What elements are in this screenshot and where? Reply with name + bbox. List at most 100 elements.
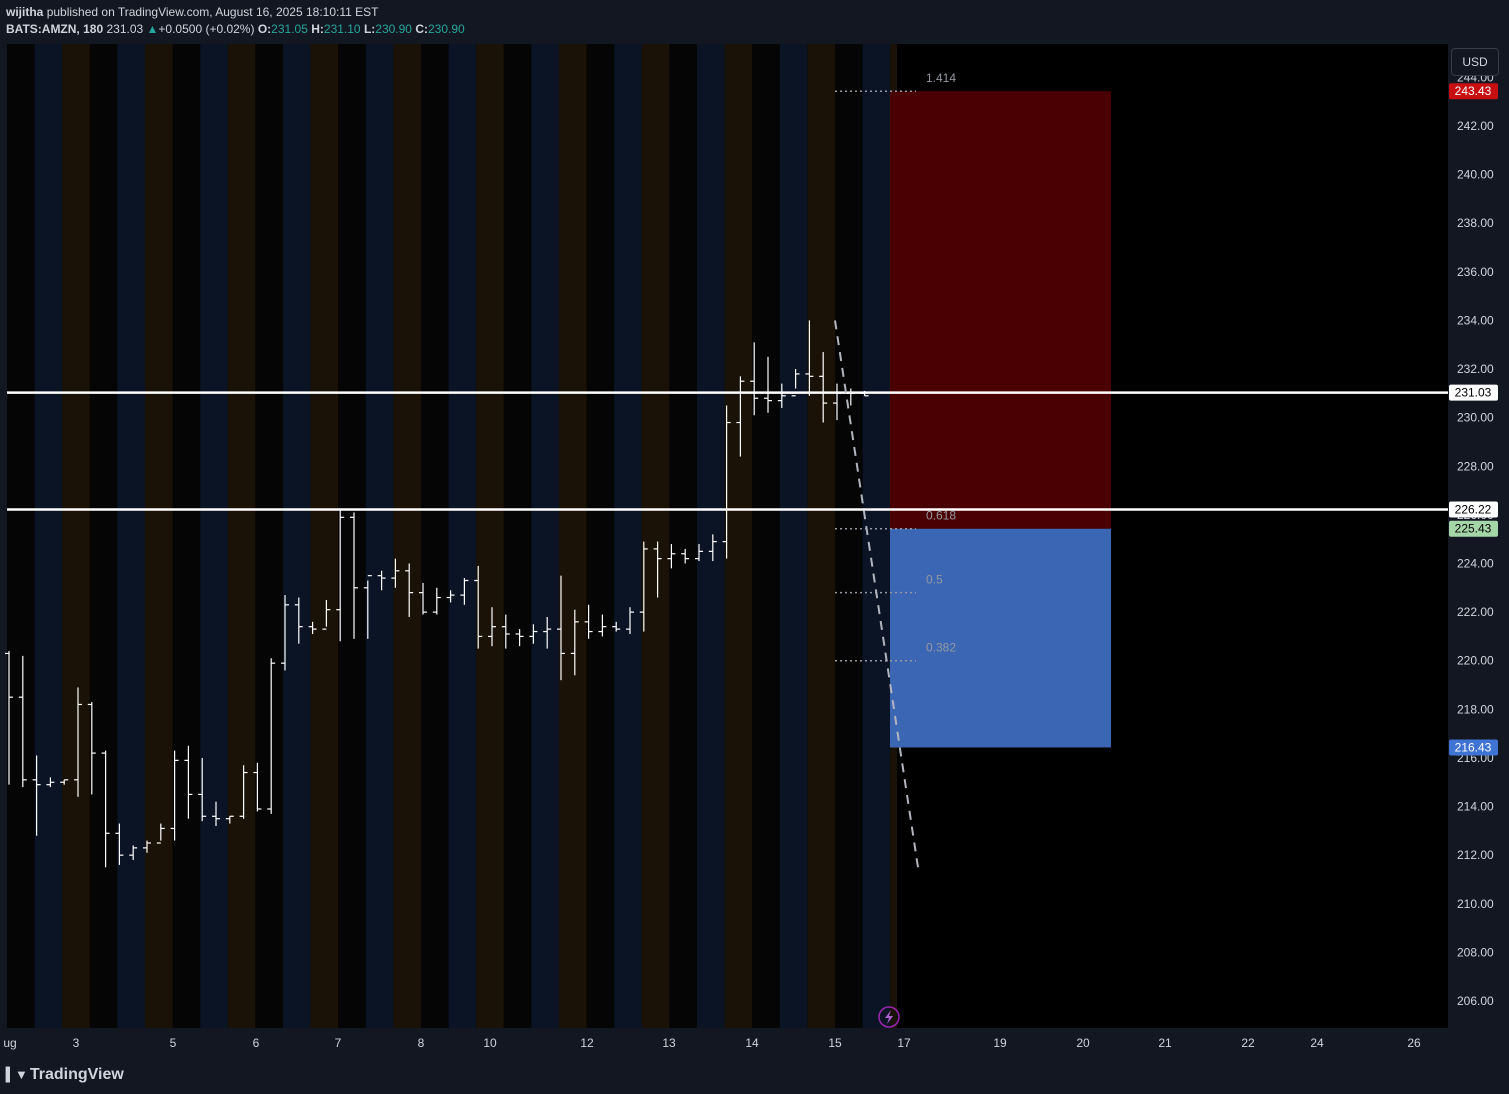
price-tick-label: 236.00 <box>1457 265 1494 279</box>
time-tick-label: 8 <box>418 1036 425 1050</box>
session-band <box>145 44 173 1028</box>
publish-info: wijitha published on TradingView.com, Au… <box>6 5 378 19</box>
stop-loss-zone <box>890 91 1111 529</box>
price-label-entry <box>1449 520 1498 537</box>
session-band <box>7 44 35 1028</box>
price-tick-label: 240.00 <box>1457 168 1494 182</box>
price-tick-label: 228.00 <box>1457 459 1494 473</box>
fib-level-label: 1.414 <box>926 71 956 85</box>
session-band <box>283 44 311 1028</box>
change-value: +0.0500 (+0.02%) <box>158 22 255 36</box>
session-band <box>641 44 670 1028</box>
author-name[interactable]: wijitha <box>6 5 44 19</box>
bolt-icon[interactable] <box>885 1010 893 1024</box>
tradingview-logo[interactable]: ▍▼ TradingView <box>6 1066 124 1084</box>
price-tick-label: 224.00 <box>1457 557 1494 571</box>
time-tick-label: 24 <box>1310 1036 1324 1050</box>
session-band <box>62 44 90 1028</box>
time-tick-label: 5 <box>170 1036 177 1050</box>
close-value: 230.90 <box>427 22 465 36</box>
low-label: L: <box>363 22 376 36</box>
take-profit-zone <box>890 528 1111 748</box>
session-band <box>697 44 725 1028</box>
price-label-target-text: 216.43 <box>1455 740 1492 754</box>
session-band <box>338 44 366 1028</box>
time-tick-label: 15 <box>828 1036 842 1050</box>
session-band <box>89 44 118 1028</box>
session-band <box>310 44 339 1028</box>
price-tick-label: 208.00 <box>1457 945 1494 959</box>
currency-button[interactable]: USD <box>1451 48 1499 76</box>
time-tick-label: 12 <box>580 1036 594 1050</box>
change-arrow-icon: ▲ <box>146 22 159 36</box>
session-band <box>34 44 63 1028</box>
fib-level-label: 0.618 <box>926 509 956 523</box>
publish-date: published on TradingView.com, August 16,… <box>46 5 379 19</box>
session-band <box>200 44 228 1028</box>
session-band <box>724 44 753 1028</box>
price-label-last-text: 231.03 <box>1455 386 1492 400</box>
time-tick-label: 7 <box>335 1036 342 1050</box>
session-band <box>421 44 449 1028</box>
last-price: 231.03 <box>106 22 144 36</box>
price-tick-label: 234.00 <box>1457 313 1494 327</box>
time-tick-label: 10 <box>483 1036 497 1050</box>
session-band <box>227 44 256 1028</box>
high-label: H: <box>311 22 324 36</box>
price-label-level <box>1449 501 1498 518</box>
price-tick-label: 242.00 <box>1457 119 1494 133</box>
time-tick-label: 14 <box>745 1036 759 1050</box>
ohlc-legend: BATS:AMZN, 180 231.03 ▲+0.0500 (+0.02%) … <box>6 22 465 36</box>
replay-bolt-icon[interactable] <box>878 1006 900 1028</box>
session-band <box>835 44 863 1028</box>
price-label-level-text: 226.22 <box>1455 503 1492 517</box>
price-label-entry-text: 225.43 <box>1455 522 1492 536</box>
time-tick-label: 19 <box>993 1036 1007 1050</box>
time-tick-label: 26 <box>1407 1036 1421 1050</box>
price-tick-label: 214.00 <box>1457 800 1494 814</box>
price-tick-label: 222.00 <box>1457 605 1494 619</box>
session-band <box>503 44 532 1028</box>
session-band <box>476 44 504 1028</box>
session-band <box>614 44 642 1028</box>
session-band <box>779 44 808 1028</box>
footer-brand: TradingView <box>29 1066 124 1083</box>
tradingview-logo-icon: ▍▼ <box>6 1067 28 1082</box>
time-tick-label: 13 <box>662 1036 676 1050</box>
price-tick-label: 232.00 <box>1457 362 1494 376</box>
low-value: 230.90 <box>375 22 412 36</box>
price-label-stop <box>1449 83 1498 100</box>
time-tick-label: ug <box>3 1036 16 1050</box>
session-band <box>752 44 780 1028</box>
session-band <box>669 44 697 1028</box>
session-band <box>255 44 283 1028</box>
fib-level-label: 0.382 <box>926 641 956 655</box>
session-band <box>172 44 201 1028</box>
price-tick-label: 238.00 <box>1457 216 1494 230</box>
time-tick-label: 21 <box>1158 1036 1172 1050</box>
open-value: 231.05 <box>271 22 308 36</box>
time-tick-label: 20 <box>1076 1036 1090 1050</box>
price-tick-label: 230.00 <box>1457 411 1494 425</box>
high-value: 231.10 <box>323 22 361 36</box>
time-scale-panel[interactable] <box>0 1028 1509 1094</box>
open-label: O: <box>257 22 272 36</box>
session-band <box>531 44 559 1028</box>
time-tick-label: 17 <box>897 1036 911 1050</box>
time-tick-label: 22 <box>1241 1036 1255 1050</box>
price-tick-label: 212.00 <box>1457 848 1494 862</box>
price-label-target <box>1449 739 1498 756</box>
session-band <box>559 44 587 1028</box>
fib-level-label: 0.5 <box>926 573 943 587</box>
price-tick-label: 206.00 <box>1457 994 1494 1008</box>
symbol-label[interactable]: BATS:AMZN, 180 <box>6 22 104 36</box>
session-band <box>448 44 477 1028</box>
price-label-last <box>1449 384 1498 401</box>
session-band <box>862 44 891 1028</box>
time-tick-label: 3 <box>73 1036 80 1050</box>
session-band <box>586 44 615 1028</box>
chart-header: wijitha published on TradingView.com, Au… <box>0 0 1509 44</box>
session-band <box>807 44 835 1028</box>
time-tick-label: 6 <box>253 1036 260 1050</box>
